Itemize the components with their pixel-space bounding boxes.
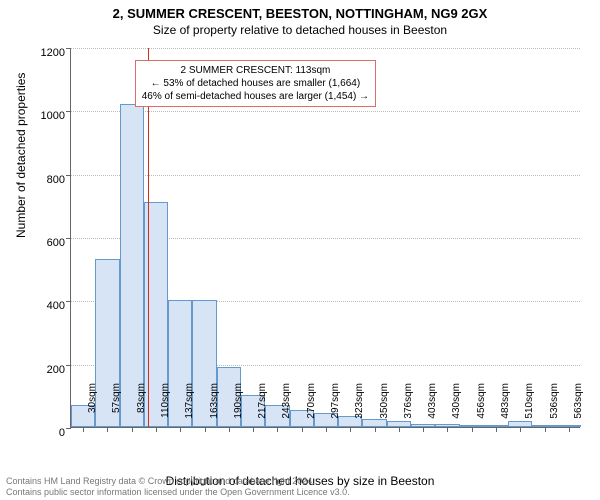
ytick-label: 1200 [25, 47, 65, 59]
ytick-label: 400 [25, 300, 65, 312]
chart-title-block: 2, SUMMER CRESCENT, BEESTON, NOTTINGHAM,… [0, 0, 600, 37]
xtick-label: 270sqm [306, 383, 317, 433]
xtick-mark [520, 427, 521, 432]
annotation-line-2: ← 53% of detached houses are smaller (1,… [142, 77, 369, 90]
xtick-label: 536sqm [549, 383, 560, 433]
xtick-label: 243sqm [281, 383, 292, 433]
ytick-label: 1000 [25, 110, 65, 122]
xtick-mark [205, 427, 206, 432]
xtick-mark [350, 427, 351, 432]
xtick-label: 83sqm [136, 383, 147, 433]
xtick-mark [496, 427, 497, 432]
xtick-label: 323sqm [354, 383, 365, 433]
xtick-mark [569, 427, 570, 432]
ytick-label: 800 [25, 174, 65, 186]
xtick-mark [326, 427, 327, 432]
ytick-mark [66, 175, 71, 176]
footer-attribution: Contains HM Land Registry data © Crown c… [6, 476, 350, 498]
xtick-label: 430sqm [451, 383, 462, 433]
annotation-line-3: 46% of semi-detached houses are larger (… [142, 90, 369, 103]
xtick-mark [132, 427, 133, 432]
chart-area: 02004006008001000120030sqm57sqm83sqm110s… [70, 48, 580, 428]
xtick-label: 30sqm [87, 383, 98, 433]
plot-area: 02004006008001000120030sqm57sqm83sqm110s… [70, 48, 580, 428]
annotation-box: 2 SUMMER CRESCENT: 113sqm← 53% of detach… [135, 60, 376, 107]
xtick-mark [277, 427, 278, 432]
ytick-mark [66, 365, 71, 366]
xtick-mark [472, 427, 473, 432]
xtick-label: 510sqm [524, 383, 535, 433]
ytick-mark [66, 301, 71, 302]
y-axis-label: Number of detached properties [14, 73, 28, 238]
chart-title-sub: Size of property relative to detached ho… [0, 23, 600, 37]
xtick-mark [399, 427, 400, 432]
xtick-mark [156, 427, 157, 432]
xtick-mark [302, 427, 303, 432]
xtick-label: 110sqm [160, 383, 171, 433]
xtick-label: 563sqm [573, 383, 584, 433]
xtick-label: 456sqm [476, 383, 487, 433]
xtick-mark [83, 427, 84, 432]
xtick-label: 137sqm [184, 383, 195, 433]
xtick-mark [375, 427, 376, 432]
xtick-label: 403sqm [427, 383, 438, 433]
ytick-label: 600 [25, 237, 65, 249]
xtick-mark [229, 427, 230, 432]
footer-line-1: Contains HM Land Registry data © Crown c… [6, 476, 350, 487]
ytick-label: 0 [25, 427, 65, 439]
xtick-label: 163sqm [209, 383, 220, 433]
xtick-label: 190sqm [233, 383, 244, 433]
xtick-label: 350sqm [379, 383, 390, 433]
ytick-mark [66, 48, 71, 49]
xtick-mark [107, 427, 108, 432]
xtick-mark [447, 427, 448, 432]
xtick-label: 217sqm [257, 383, 268, 433]
xtick-label: 483sqm [500, 383, 511, 433]
xtick-label: 57sqm [111, 383, 122, 433]
xtick-mark [180, 427, 181, 432]
ytick-mark [66, 111, 71, 112]
xtick-mark [545, 427, 546, 432]
histogram-bar [120, 104, 144, 427]
xtick-mark [423, 427, 424, 432]
annotation-line-1: 2 SUMMER CRESCENT: 113sqm [142, 64, 369, 77]
xtick-mark [253, 427, 254, 432]
xtick-label: 376sqm [403, 383, 414, 433]
xtick-label: 297sqm [330, 383, 341, 433]
chart-title-main: 2, SUMMER CRESCENT, BEESTON, NOTTINGHAM,… [0, 6, 600, 21]
ytick-mark [66, 428, 71, 429]
ytick-label: 200 [25, 364, 65, 376]
footer-line-2: Contains public sector information licen… [6, 487, 350, 498]
ytick-mark [66, 238, 71, 239]
